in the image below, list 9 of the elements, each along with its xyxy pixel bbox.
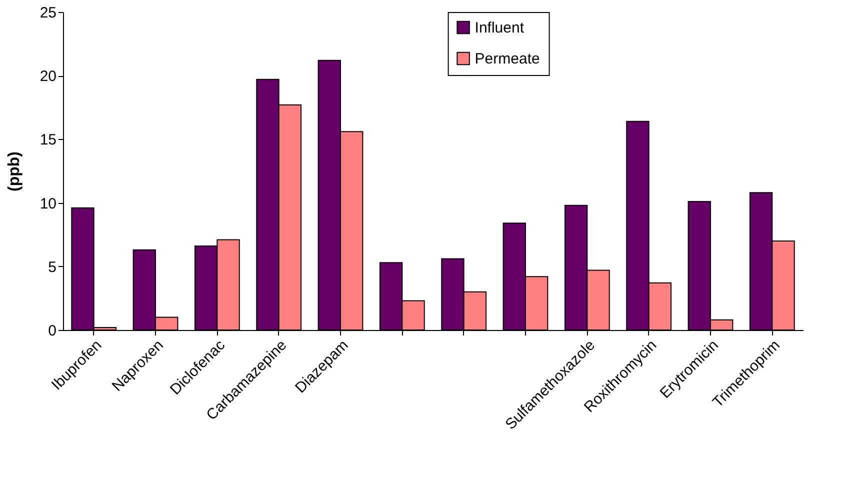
y-tick-label: 25 xyxy=(40,4,56,22)
y-tick-label: 10 xyxy=(40,195,56,212)
y-axis-title: (ppb) xyxy=(6,152,23,192)
legend-label: Permeate xyxy=(474,50,540,68)
y-tick-label: 20 xyxy=(40,68,56,86)
y-tick-label: 15 xyxy=(40,132,56,149)
y-tick-label: 0 xyxy=(48,322,56,340)
legend-label: Influent xyxy=(474,20,525,36)
y-tick-label: 5 xyxy=(48,258,56,276)
